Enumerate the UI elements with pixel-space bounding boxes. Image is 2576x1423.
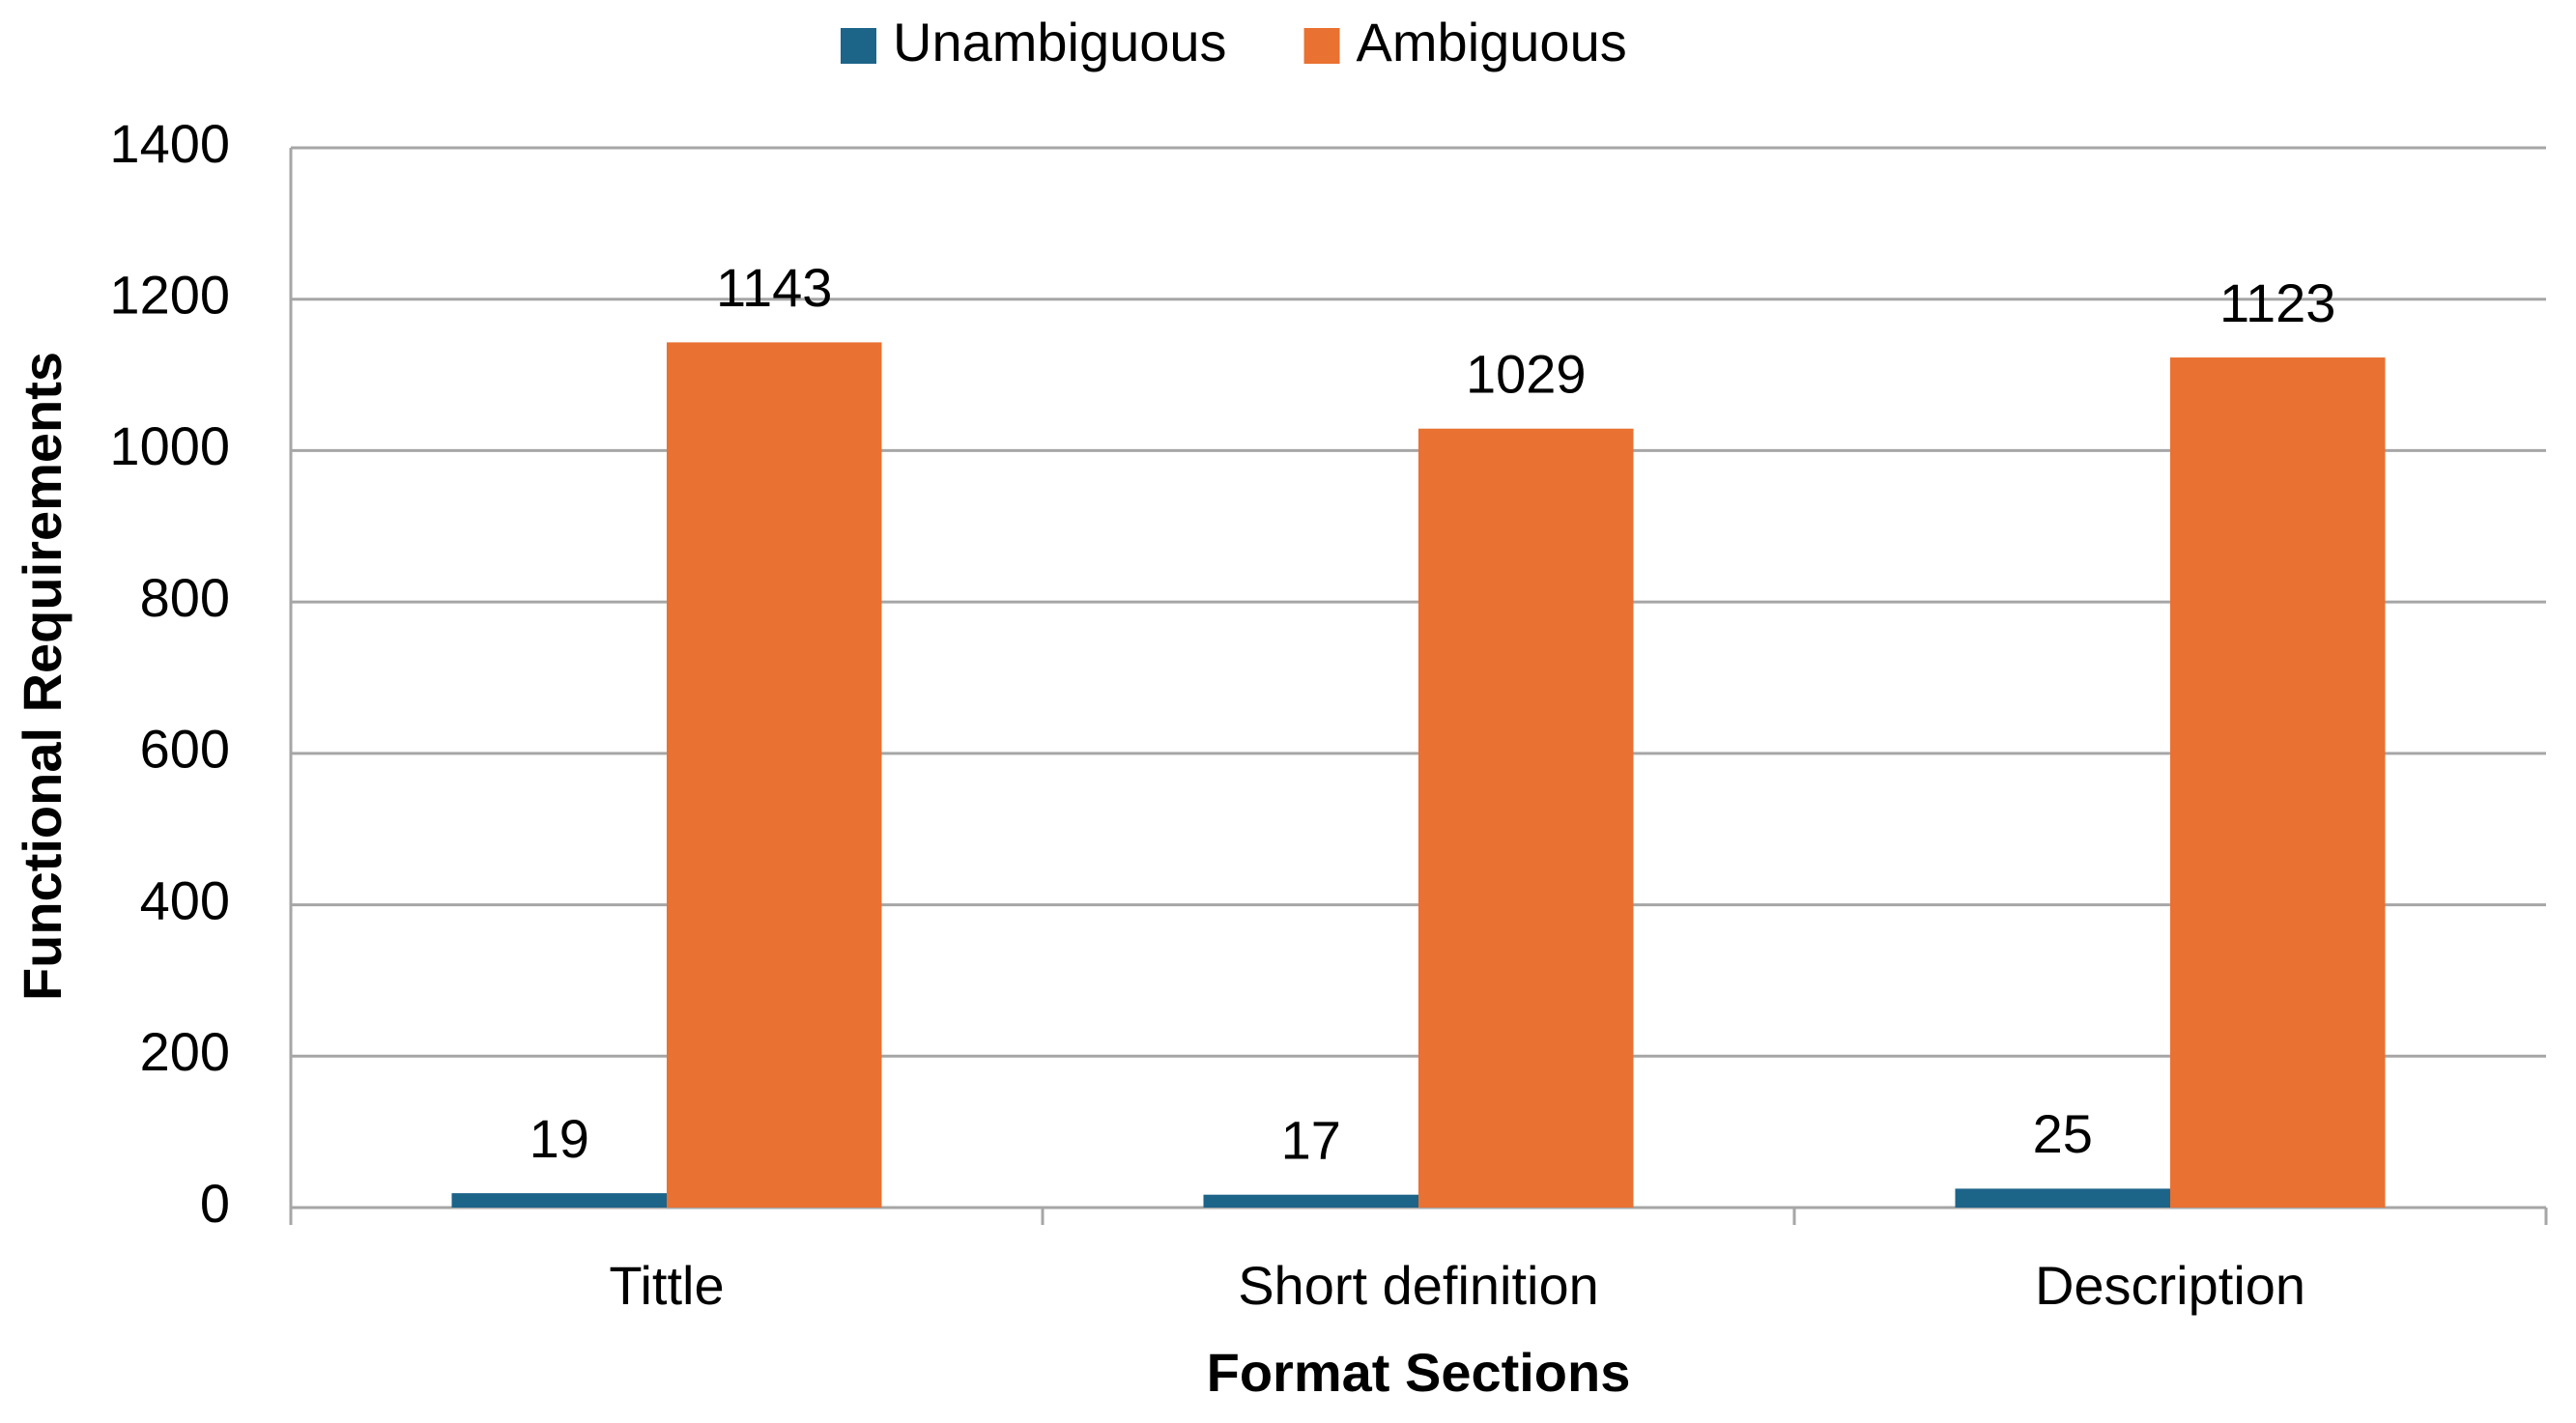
legend-label: Unambiguous <box>893 12 1227 72</box>
data-label: 1123 <box>2219 272 2335 333</box>
data-label: 1029 <box>1466 344 1587 405</box>
legend-label: Ambiguous <box>1357 12 1627 72</box>
y-tick-label: 1400 <box>109 113 230 174</box>
bar <box>1955 1188 2170 1208</box>
legend-swatch <box>841 28 876 64</box>
x-axis-title: Format Sections <box>1207 1342 1631 1403</box>
legend-swatch <box>1303 28 1340 64</box>
data-label: 1143 <box>716 257 832 318</box>
x-tick-label: Description <box>2035 1255 2305 1316</box>
y-axis-title: Functional Requirements <box>12 352 72 1001</box>
data-label: 19 <box>530 1108 589 1169</box>
bar <box>1203 1194 1418 1208</box>
bar <box>1418 428 1634 1209</box>
y-tick-label: 200 <box>140 1021 230 1082</box>
data-label: 17 <box>1281 1109 1341 1170</box>
y-tick-label: 600 <box>140 719 230 780</box>
y-tick-label: 800 <box>140 567 230 628</box>
bar <box>667 342 882 1208</box>
y-tick-label: 1000 <box>109 415 230 476</box>
x-tick-label: Tittle <box>609 1255 724 1316</box>
y-tick-label: 0 <box>200 1173 230 1234</box>
bar <box>451 1193 667 1208</box>
data-label: 25 <box>2033 1103 2093 1164</box>
bar <box>2170 357 2386 1208</box>
y-tick-label: 1200 <box>109 265 230 326</box>
y-tick-label: 400 <box>140 869 230 930</box>
x-tick-label: Short definition <box>1238 1255 1599 1316</box>
